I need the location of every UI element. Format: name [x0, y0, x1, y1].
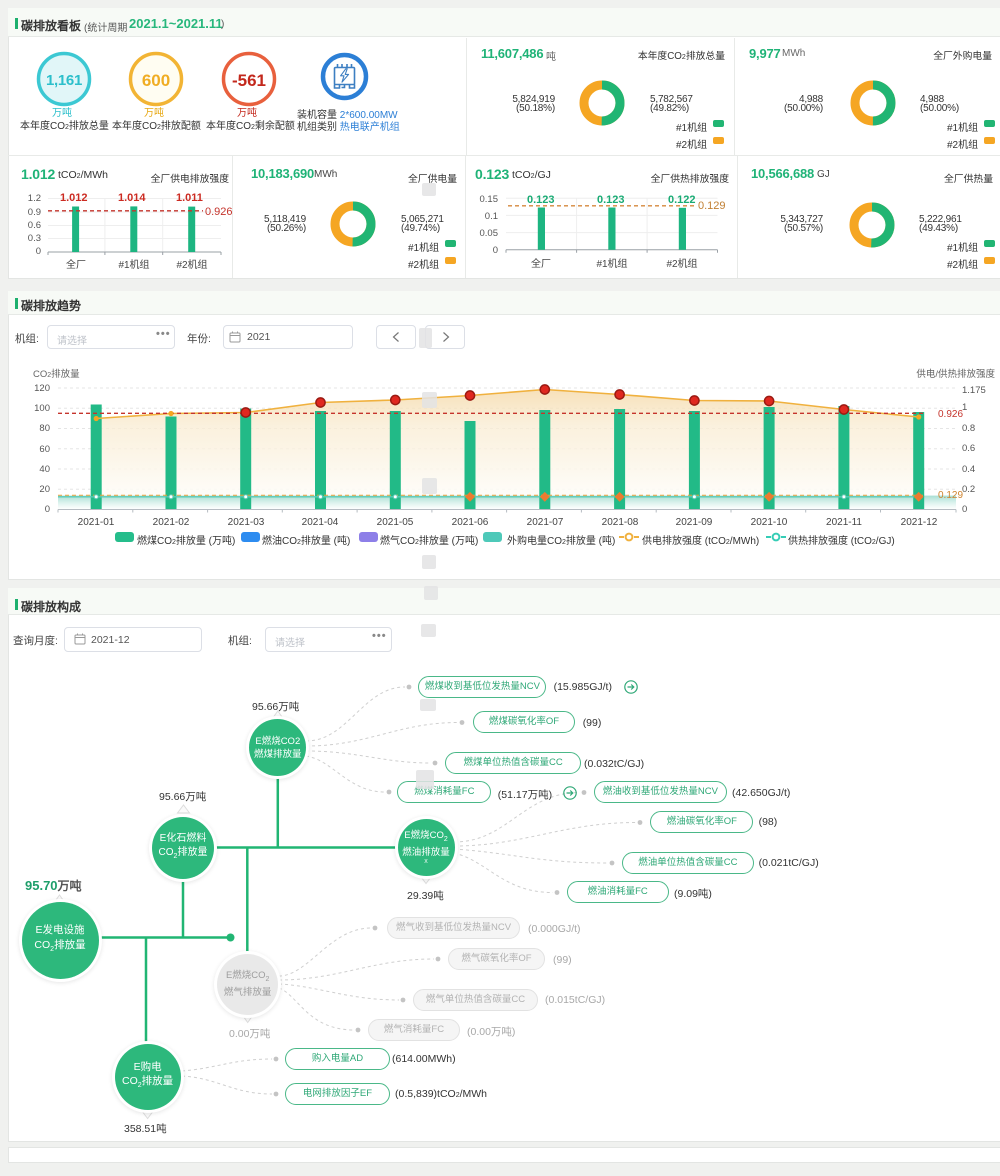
svg-text:1,161: 1,161 [46, 72, 82, 89]
svg-text:-561: -561 [232, 71, 266, 90]
svg-text:600: 600 [142, 71, 170, 90]
